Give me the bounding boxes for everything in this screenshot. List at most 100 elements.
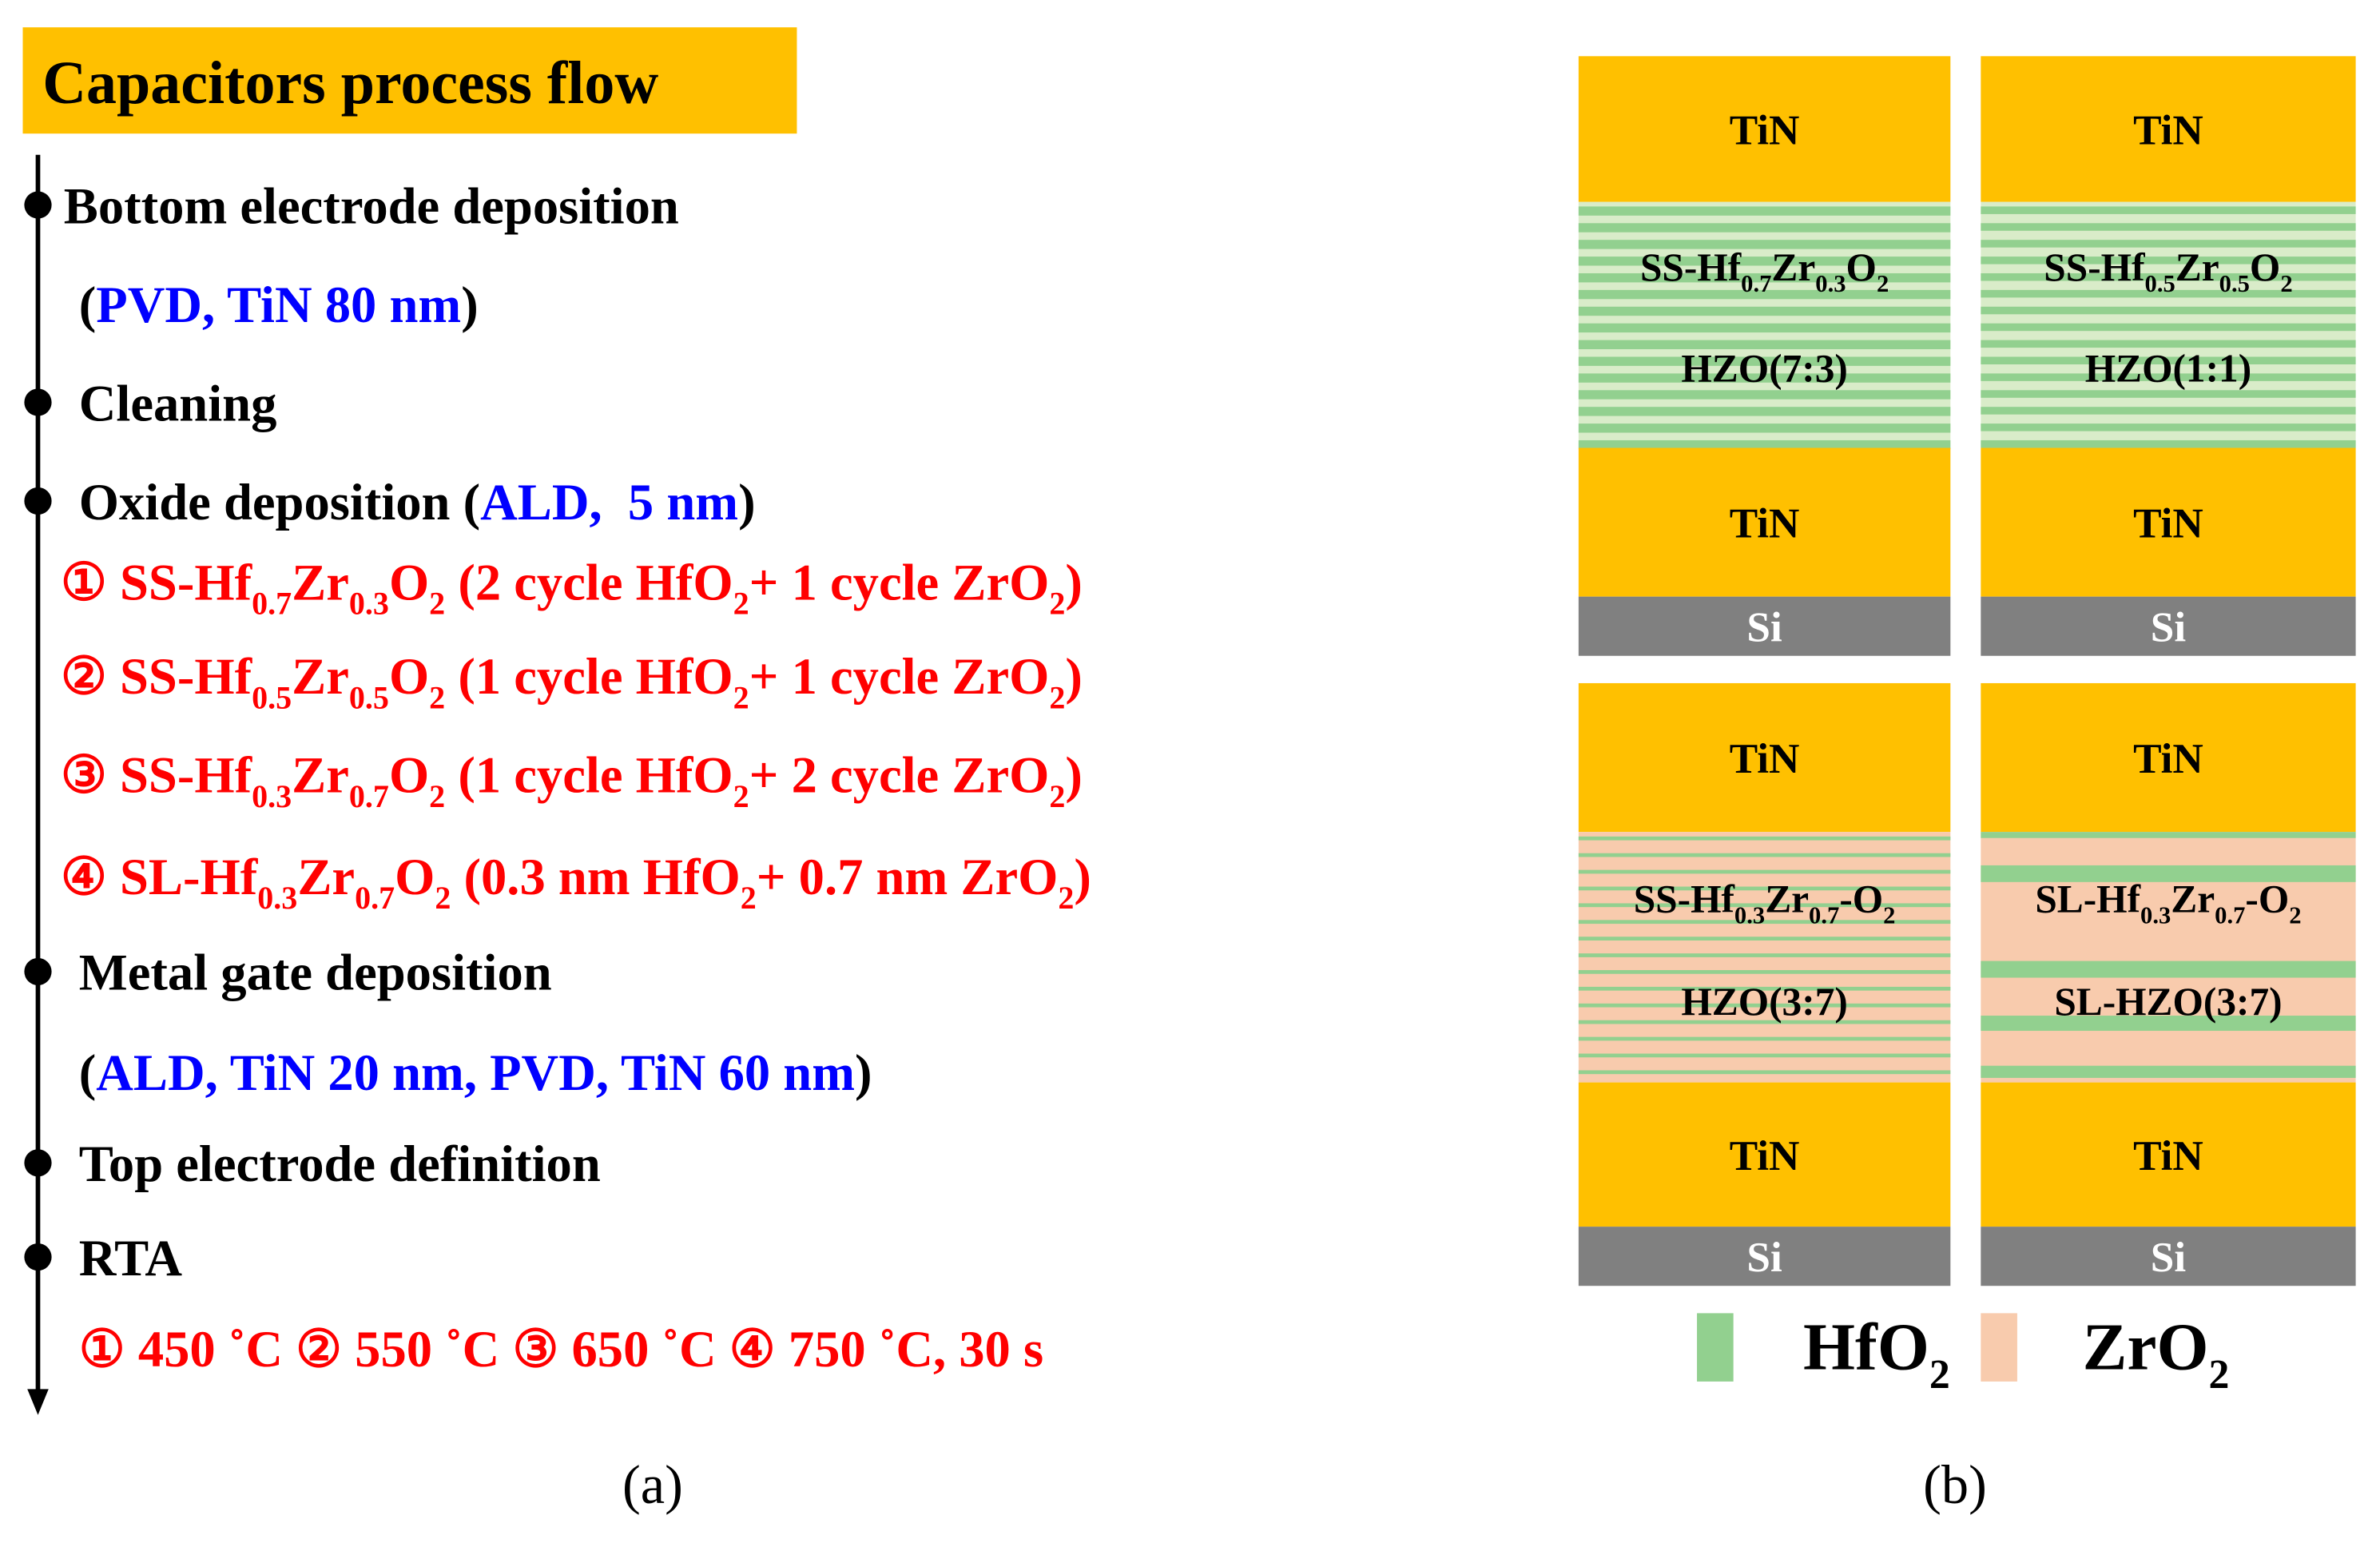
- flow-line: ① 450 ˚C ② 550 ˚C ③ 650 ˚C ④ 750 ˚C, 30 …: [79, 1320, 1043, 1378]
- substrate: [1981, 596, 2356, 656]
- hfo2-layer: [1981, 373, 2356, 381]
- hfo2-layer: [1981, 356, 2356, 364]
- text-run: ① 450 ˚C ② 550 ˚C ③ 650 ˚C ④ 750 ˚C, 30 …: [79, 1320, 1043, 1378]
- hfo2-layer: [1578, 953, 1951, 957]
- tin-label: TiN: [1730, 735, 1800, 782]
- text-run: ): [1065, 553, 1083, 611]
- bullet: [24, 388, 52, 416]
- text-run: (2 cycle HfO: [445, 553, 733, 611]
- hfo2-layer: [1578, 1020, 1951, 1024]
- subscript: 0.3: [1815, 270, 1846, 297]
- subscript: 2: [2280, 270, 2292, 297]
- tin-top: [1981, 56, 2356, 202]
- substrate: [1578, 1227, 1951, 1287]
- text-run: ): [1074, 848, 1091, 906]
- si-label: Si: [1746, 604, 1782, 651]
- subscript: 2: [429, 778, 445, 814]
- text-run: ZrO: [2083, 1311, 2209, 1385]
- text-run: (: [79, 1044, 97, 1102]
- subscript: 2: [429, 679, 445, 715]
- text-run: O: [389, 553, 429, 610]
- hfo2-layer: [1578, 323, 1951, 333]
- text-run: Cleaning: [79, 374, 277, 431]
- text-run: -O: [2245, 877, 2289, 921]
- text-run: O: [389, 647, 429, 705]
- subscript: 2: [2289, 901, 2301, 929]
- hfo2-layer: [1578, 407, 1951, 416]
- hfo2-layer: [1578, 240, 1951, 249]
- hfo2-layer: [1578, 206, 1951, 216]
- text-run: ① SS-Hf: [61, 553, 253, 610]
- text-run: Zr: [2171, 877, 2215, 921]
- flow-title: Capacitors process flow: [42, 50, 658, 117]
- flow-line: ④ SL-Hf0.3Zr0.7O2 (0.3 nm HfO2+ 0.7 nm Z…: [61, 848, 1091, 916]
- text-run: SS-Hf: [2044, 245, 2145, 289]
- text-run: SS-Hf: [1640, 245, 1742, 289]
- legend-label: ZrO2: [2083, 1311, 2230, 1398]
- text-run: ): [1065, 647, 1083, 706]
- hfo2-layer: [1981, 340, 2356, 348]
- bullet: [24, 1149, 52, 1177]
- tin-bottom: [1578, 447, 1951, 597]
- text-run: + 0.7 nm ZrO: [757, 848, 1059, 905]
- flow-line: ① SS-Hf0.7Zr0.3O2 (2 cycle HfO2+ 1 cycle…: [61, 553, 1083, 621]
- hfo2-layer: [1578, 903, 1951, 908]
- flow-line: ② SS-Hf0.5Zr0.5O2 (1 cycle HfO2+ 1 cycle…: [61, 647, 1083, 715]
- hfo2-layer: [1981, 306, 2356, 315]
- text-run: ② SS-Hf: [61, 647, 253, 705]
- subscript: 2: [1049, 778, 1065, 814]
- tin-top: [1578, 56, 1951, 202]
- text-run: ): [1065, 746, 1083, 805]
- subscript: 2: [1929, 1352, 1950, 1398]
- text-run: Oxide deposition (: [79, 473, 480, 531]
- flow-line: ③ SS-Hf0.3Zr0.7O2 (1 cycle HfO2+ 2 cycle…: [61, 746, 1083, 814]
- hfo2-layer: [1981, 1016, 2356, 1032]
- tin-label: TiN: [1730, 107, 1800, 154]
- subscript: 2: [1049, 586, 1065, 622]
- text-run: ③ SS-Hf: [61, 746, 253, 804]
- title-box: [22, 27, 797, 134]
- hfo2-layer: [1981, 1065, 2356, 1078]
- subscript: 0.3: [252, 778, 292, 814]
- subscript: 0.5: [349, 679, 389, 715]
- substrate: [1981, 1227, 2356, 1287]
- text-run: O: [395, 848, 435, 905]
- legend-swatch: [1981, 1313, 2017, 1382]
- text-run: Zr: [292, 553, 349, 610]
- tin-label: TiN: [1730, 500, 1800, 547]
- flow-line: Oxide deposition (ALD, 5 nm): [79, 473, 756, 531]
- hfo2-layer: [1578, 986, 1951, 991]
- hfo2-layer: [1981, 257, 2356, 264]
- si-label: Si: [1746, 1234, 1782, 1281]
- text-run: Top electrode definition: [79, 1135, 601, 1192]
- subscript: 0.5: [252, 679, 292, 715]
- oxide-formula: SS-Hf0.7Zr0.3O2: [1640, 245, 1889, 297]
- subscript: 0.5: [2219, 270, 2250, 297]
- tin-label: TiN: [1730, 1132, 1800, 1179]
- bullet: [24, 957, 52, 986]
- subscript: 2: [1877, 270, 1889, 297]
- oxide-formula: SL-Hf0.3Zr0.7-O2: [2035, 877, 2301, 929]
- text-run: Zr: [292, 647, 349, 705]
- oxide-formula: SS-Hf0.5Zr0.5O2: [2044, 245, 2292, 297]
- hfo2-layer: [1578, 390, 1951, 400]
- subscript: 0.7: [349, 778, 389, 814]
- bullet: [24, 487, 52, 515]
- subscript: 2: [2208, 1352, 2229, 1398]
- oxide-ratio: HZO(3:7): [1681, 980, 1847, 1024]
- text-run: Zr: [292, 746, 349, 804]
- hfo2-layer: [1578, 920, 1951, 925]
- text-run: O: [2250, 245, 2280, 289]
- subscript: 0.5: [2145, 270, 2175, 297]
- hfo2-layer: [1578, 223, 1951, 233]
- hfo2-layer: [1981, 424, 2356, 431]
- hfo2-layer: [1981, 960, 2356, 978]
- text-run: Zr: [297, 848, 355, 905]
- tin-label: TiN: [2133, 107, 2203, 154]
- hfo2-layer: [1981, 289, 2356, 298]
- text-run: (: [79, 276, 97, 334]
- text-run: Zr: [1771, 245, 1815, 289]
- text-run: (1 cycle HfO: [445, 647, 733, 706]
- si-label: Si: [2151, 604, 2186, 651]
- subscript: 0.7: [2215, 901, 2245, 929]
